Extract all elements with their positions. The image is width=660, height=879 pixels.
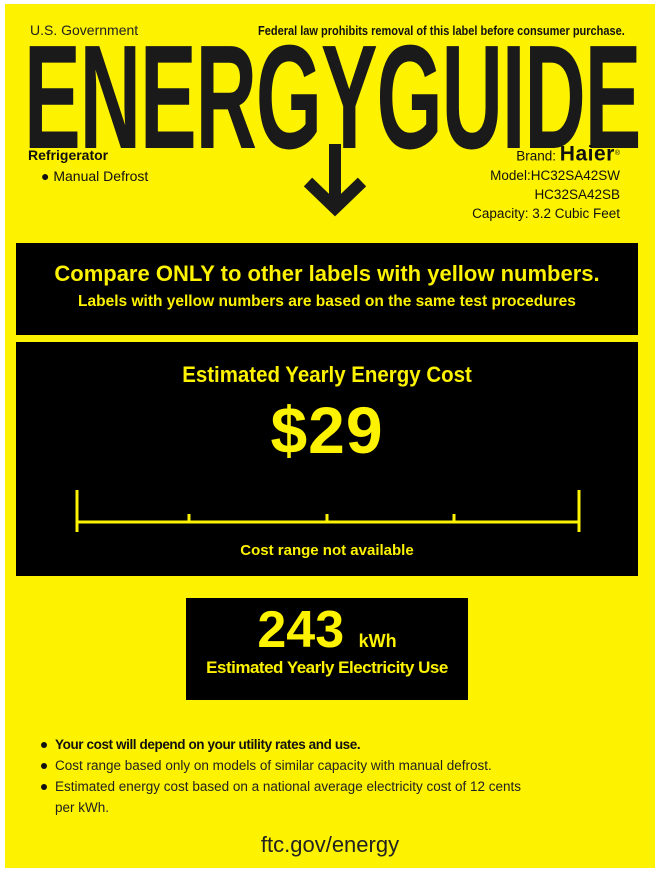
yearly-cost-box: Estimated Yearly Energy Cost $29 Cost ra… [16,342,638,576]
compare-heading: Compare ONLY to other labels with yellow… [54,261,600,286]
ftc-link[interactable]: ftc.gov/energy [260,832,400,857]
electricity-use-box: 243 kWh Estimated Yearly Electricity Use [186,598,468,700]
cost-range-text: Cost range not available [240,542,414,559]
feature-text: Manual Defrost [53,168,149,184]
note-item: Estimated energy cost based on a nationa… [41,776,521,818]
appliance-category: Refrigerator [28,147,109,163]
brand-info: Brand: Haier® Model:HC32SA42SW HC32SA42S… [472,142,620,221]
compare-box: Compare ONLY to other labels with yellow… [16,243,638,335]
compare-subheading: Labels with yellow numbers are based on … [78,293,576,310]
note-text: Your cost will depend on your utility ra… [55,737,361,752]
note-text: Cost range based only on models of simil… [55,758,492,773]
kwh-value: 243 [257,601,345,659]
kwh-unit: kWh [358,631,397,651]
federal-notice: Federal law prohibits removal of this la… [258,24,625,38]
brand-label: Brand: [516,148,557,164]
note-item: Cost range based only on models of simil… [41,755,521,776]
cost-range-scale [75,490,581,532]
brand-logo: Haier [559,142,615,166]
appliance-feature: ● Manual Defrost [41,168,149,184]
cost-value: $29 [270,393,384,467]
note-text: Estimated energy cost based on a nationa… [55,779,522,815]
model-number: HC32SA42SW [530,167,620,183]
down-arrow-icon [303,144,367,217]
electricity-caption: Estimated Yearly Electricity Use [206,658,448,677]
notes-list: Your cost will depend on your utility ra… [41,734,521,818]
cost-heading: Estimated Yearly Energy Cost [182,362,472,387]
energy-guide-label: U.S. Government Federal law prohibits re… [5,4,655,868]
government-text: U.S. Government [30,22,139,38]
model-label: Model: [490,167,531,183]
capacity: Capacity: 3.2 Cubic Feet [472,205,620,221]
note-item: Your cost will depend on your utility ra… [41,734,521,755]
model-number: HC32SA42SB [534,186,620,202]
